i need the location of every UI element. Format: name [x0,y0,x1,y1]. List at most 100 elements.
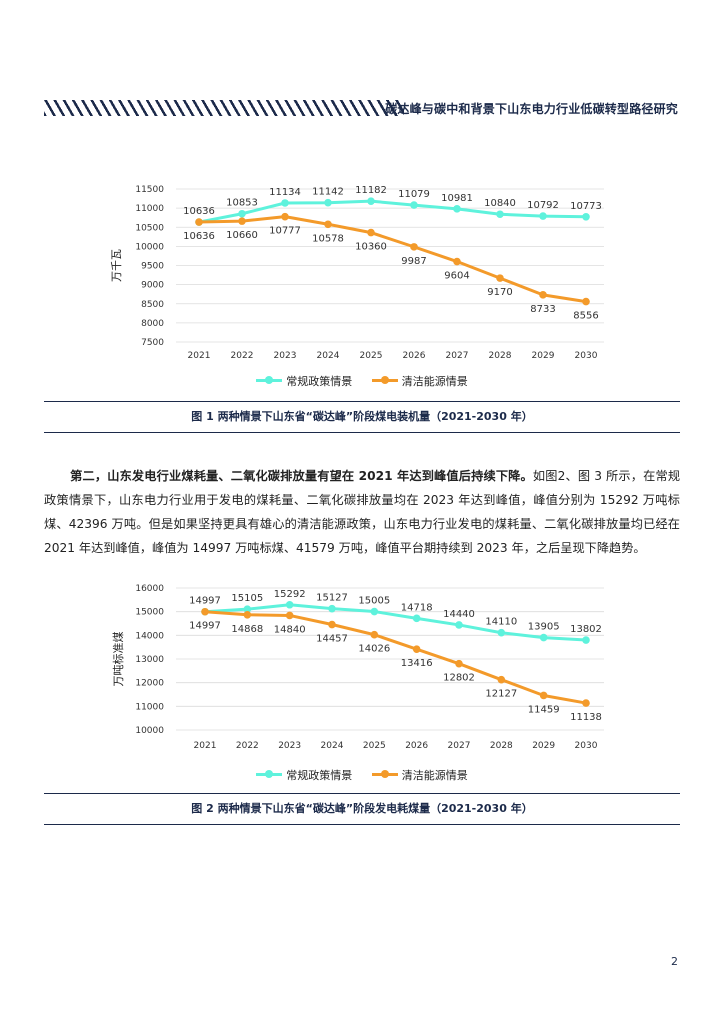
data-label-normal: 15127 [316,593,348,604]
figure-2-caption: 图 2 两种情景下山东省“碳达峰”阶段发电耗煤量（2021-2030 年） [44,793,680,825]
data-label-normal: 14718 [401,602,433,613]
x-tick-label: 2022 [236,741,259,751]
body-paragraph: 第二，山东发电行业煤耗量、二氧化碳排放量有望在 2021 年达到峰值后持续下降。… [44,464,680,560]
data-point-clean [582,699,590,707]
data-label-clean: 10578 [312,233,344,244]
series-line-normal [204,603,587,642]
y-tick-label: 10000 [135,242,164,252]
data-label-clean: 10360 [355,242,387,253]
data-label-clean: 10660 [226,230,258,241]
x-tick-label: 2025 [363,741,386,751]
data-point-normal [412,614,421,623]
series-line-normal [198,199,587,224]
x-tick-label: 2030 [575,741,598,751]
legend-swatch-normal [256,376,283,384]
paragraph-lead: 第二，山东发电行业煤耗量、二氧化碳排放量有望在 2021 年达到峰值后持续下降。 [70,469,533,483]
data-label-clean: 14997 [189,621,221,632]
y-tick-label: 9500 [141,262,164,272]
data-label-normal: 10853 [226,198,258,209]
data-point-normal [324,198,332,207]
data-point-clean [370,630,379,639]
data-point-clean [195,218,203,226]
legend-label-normal: 常规政策情景 [286,374,353,388]
x-tick-label: 2024 [321,741,344,751]
data-point-normal [582,636,590,644]
data-label-clean: 9987 [401,256,426,267]
x-tick-label: 2023 [274,351,297,361]
x-tick-label: 2030 [575,351,598,361]
paragraph-body: 如图2、图 3 所示，在常规政策情景下，山东电力行业用于发电的煤耗量、二氧化碳排… [44,469,681,555]
x-tick-label: 2028 [489,351,512,361]
y-tick-label: 11000 [135,204,164,214]
data-point-clean [539,691,548,700]
data-point-normal [410,201,418,209]
x-tick-label: 2028 [490,741,513,751]
x-tick-label: 2027 [448,741,471,751]
data-point-normal [243,605,252,613]
header-stripe-decoration [44,100,404,116]
data-point-normal [285,600,294,609]
legend-swatch-clean [371,770,398,778]
data-point-normal [539,633,548,642]
data-point-clean [285,611,294,620]
data-point-normal [453,205,461,213]
data-label-normal: 10981 [441,193,473,204]
data-label-clean: 9170 [487,287,512,298]
y-tick-label: 12000 [135,679,164,689]
data-point-normal [370,607,379,616]
data-label-clean: 12127 [485,689,517,700]
data-label-normal: 10636 [183,206,215,217]
data-label-normal: 11182 [355,185,387,196]
legend-item-normal: 常规政策情景 [256,373,352,389]
x-tick-label: 2022 [231,351,254,361]
data-label-normal: 14440 [443,609,475,620]
data-point-normal [497,628,506,637]
y-tick-label: 10500 [135,223,164,233]
data-point-clean [453,257,461,266]
data-point-normal [455,621,463,629]
legend-label-clean: 清洁能源情景 [401,374,468,388]
y-tick-label: 11500 [135,185,164,195]
figure-2: 10000 11000 12000 13000 14000 15000 16000 2021 2… [44,574,680,794]
data-point-normal [496,210,504,219]
data-label-clean: 12802 [443,673,475,684]
data-label-clean: 11459 [528,704,560,715]
x-tick-label: 2026 [405,741,428,751]
figure-1: 7500 8000 8500 9000 9500 10000 10500 11000 11500… [44,172,680,400]
data-label-clean: 8733 [530,304,555,315]
data-label-normal: 11134 [269,187,301,198]
data-point-normal [238,209,246,218]
data-label-clean: 14868 [231,624,263,635]
data-label-normal: 11142 [312,187,344,198]
data-point-clean [455,659,463,668]
x-tick-label: 2027 [446,351,469,361]
x-tick-label: 2026 [403,351,426,361]
data-label-clean: 9604 [444,271,469,282]
y-axis-label: 万千瓦 [110,249,123,282]
data-label-normal: 15292 [274,589,306,600]
data-label-clean: 10777 [269,226,301,237]
y-tick-label: 7500 [141,338,164,348]
chart-coal-consumption: 10000 11000 12000 13000 14000 15000 16000 2021 2… [111,584,604,751]
data-point-clean [497,675,506,684]
data-label-normal: 14110 [485,617,517,628]
data-label-clean: 13416 [401,658,433,669]
data-point-normal [367,197,375,205]
y-tick-label: 8500 [141,300,164,310]
series-line-clean [198,215,587,304]
legend-item-normal: 常规政策情景 [256,767,352,783]
data-point-clean [367,228,375,237]
y-tick-label: 16000 [135,584,164,594]
data-label-normal: 14997 [189,596,221,607]
data-point-clean [582,297,590,306]
y-tick-label: 9000 [141,281,164,291]
y-tick-label: 14000 [135,631,164,641]
x-tick-label: 2021 [188,351,211,361]
data-label-clean: 14026 [358,644,390,655]
data-point-normal [582,213,590,221]
data-point-clean [328,620,336,629]
data-label-clean: 8556 [573,311,598,322]
data-label-clean: 11138 [570,712,602,723]
chart-2-legend: 常规政策情景 清洁能源情景 [44,766,680,783]
legend-label-normal: 常规政策情景 [286,768,353,782]
